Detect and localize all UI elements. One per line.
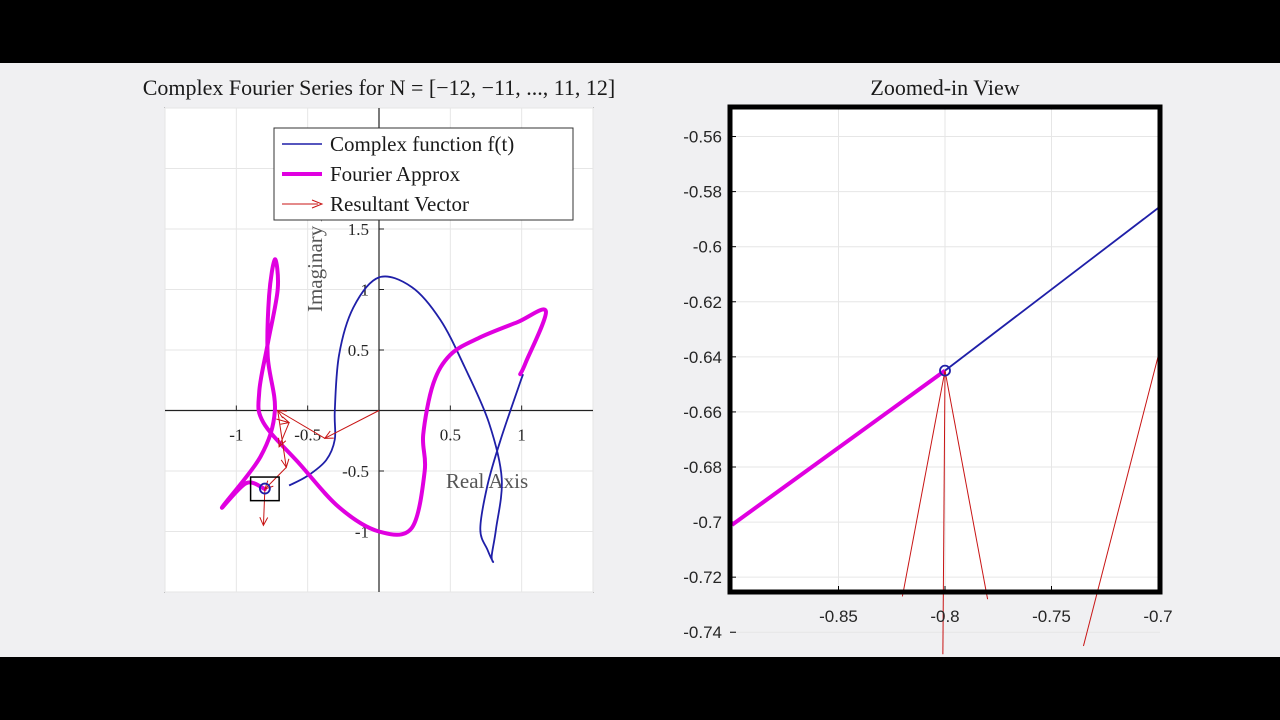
zoom-y-tick-label: -0.62 — [683, 293, 722, 312]
zoom-y-tick-label: -0.7 — [693, 513, 722, 532]
zoom-chart: Zoomed-in View -0.85 -0.8 -0.75 -0.7 -0.56-… — [683, 75, 1173, 655]
main-resultant-vector-segment — [324, 410, 380, 439]
zoom-x-tick-label: -0.75 — [1032, 607, 1071, 626]
zoom-x-tick-label: -0.8 — [930, 607, 959, 626]
zoom-x-tick-labels: -0.85 -0.8 -0.75 -0.7 — [819, 607, 1173, 626]
zoom-y-tick-label: -0.66 — [683, 403, 722, 422]
zoom-series-fourier-approx — [730, 368, 947, 527]
zoom-point-marker — [939, 364, 951, 377]
zoom-y-tick-label: -0.72 — [683, 568, 722, 587]
legend-label-complex-function: Complex function f(t) — [330, 132, 514, 156]
zoom-x-tick-label: -0.85 — [819, 607, 858, 626]
zoom-resultant-vector-segment — [901, 370, 946, 597]
main-resultant-vector-arrowhead — [278, 437, 287, 448]
main-chart-title: Complex Fourier Series for N = [−12, −11… — [143, 75, 615, 100]
figure-window: Complex Fourier Series for N = [−12, −11… — [0, 63, 1280, 657]
main-series — [220, 257, 548, 563]
zoom-series-complex-function — [944, 207, 1159, 372]
main-chart: Complex Fourier Series for N = [−12, −11… — [143, 75, 615, 593]
zoom-resultant-vector-segment — [942, 370, 946, 655]
zoom-x-tick-label: -0.7 — [1143, 607, 1172, 626]
zoom-chart-title: Zoomed-in View — [870, 75, 1019, 100]
main-resultant-vector-segment — [276, 418, 290, 424]
main-resultant-vector-segment — [277, 410, 326, 439]
main-resultant-vector-arrowhead — [276, 409, 287, 419]
zoom-y-tick-label: -0.56 — [683, 128, 722, 147]
main-y-tick-labels: -1-0.50.511.5 — [342, 220, 369, 542]
zoom-y-tick-label: -0.64 — [683, 348, 722, 367]
legend-label-fourier-approx: Fourier Approx — [330, 162, 461, 186]
main-x-tick-label: -1 — [229, 426, 243, 445]
main-resultant-vector-segment — [278, 422, 290, 447]
zoom-y-tick-label: -0.58 — [683, 183, 722, 202]
zoom-y-tick-label: -0.74 — [683, 623, 722, 642]
main-y-tick-label: -0.5 — [342, 462, 369, 481]
figure-canvas: Complex Fourier Series for N = [−12, −11… — [143, 75, 1173, 655]
zoom-y-tick-label: -0.68 — [683, 458, 722, 477]
main-x-tick-labels: -1 -0.5 0.5 1 — [229, 426, 526, 445]
main-y-tick-label: 0.5 — [348, 341, 369, 360]
main-series-fourier-approx — [220, 257, 548, 537]
main-x-tick-label: 0.5 — [440, 426, 461, 445]
zoom-series — [730, 207, 1159, 655]
zoom-resultant-vector-segment — [1082, 356, 1159, 647]
main-point-marker — [258, 482, 271, 495]
main-x-tick-label: -0.5 — [294, 426, 321, 445]
legend-label-resultant-vector: Resultant Vector — [330, 192, 469, 216]
zoom-resultant-vector-segment — [944, 370, 989, 600]
main-series-complex-function — [288, 275, 524, 563]
zoom-plot-frame — [727, 104, 1163, 595]
main-x-tick-label: 1 — [517, 426, 526, 445]
main-resultant-vector-segment — [262, 489, 266, 526]
main-y-tick-label: 1.5 — [348, 220, 369, 239]
legend-box — [273, 127, 574, 221]
zoom-y-tick-labels: -0.56 -0.58 -0.6 -0.62 -0.64 -0.66 -0.68 -0.7 -0… — [683, 128, 722, 643]
main-resultant-vector-arrowhead — [259, 516, 269, 527]
legend-arrow-icon — [311, 199, 324, 209]
main-legend: Complex function f(t) Fourier Approx Res… — [273, 127, 574, 221]
main-resultant-vector-arrowhead — [280, 458, 290, 469]
main-zoom-box — [249, 476, 280, 502]
zoom-y-tick-label: -0.6 — [693, 238, 722, 257]
